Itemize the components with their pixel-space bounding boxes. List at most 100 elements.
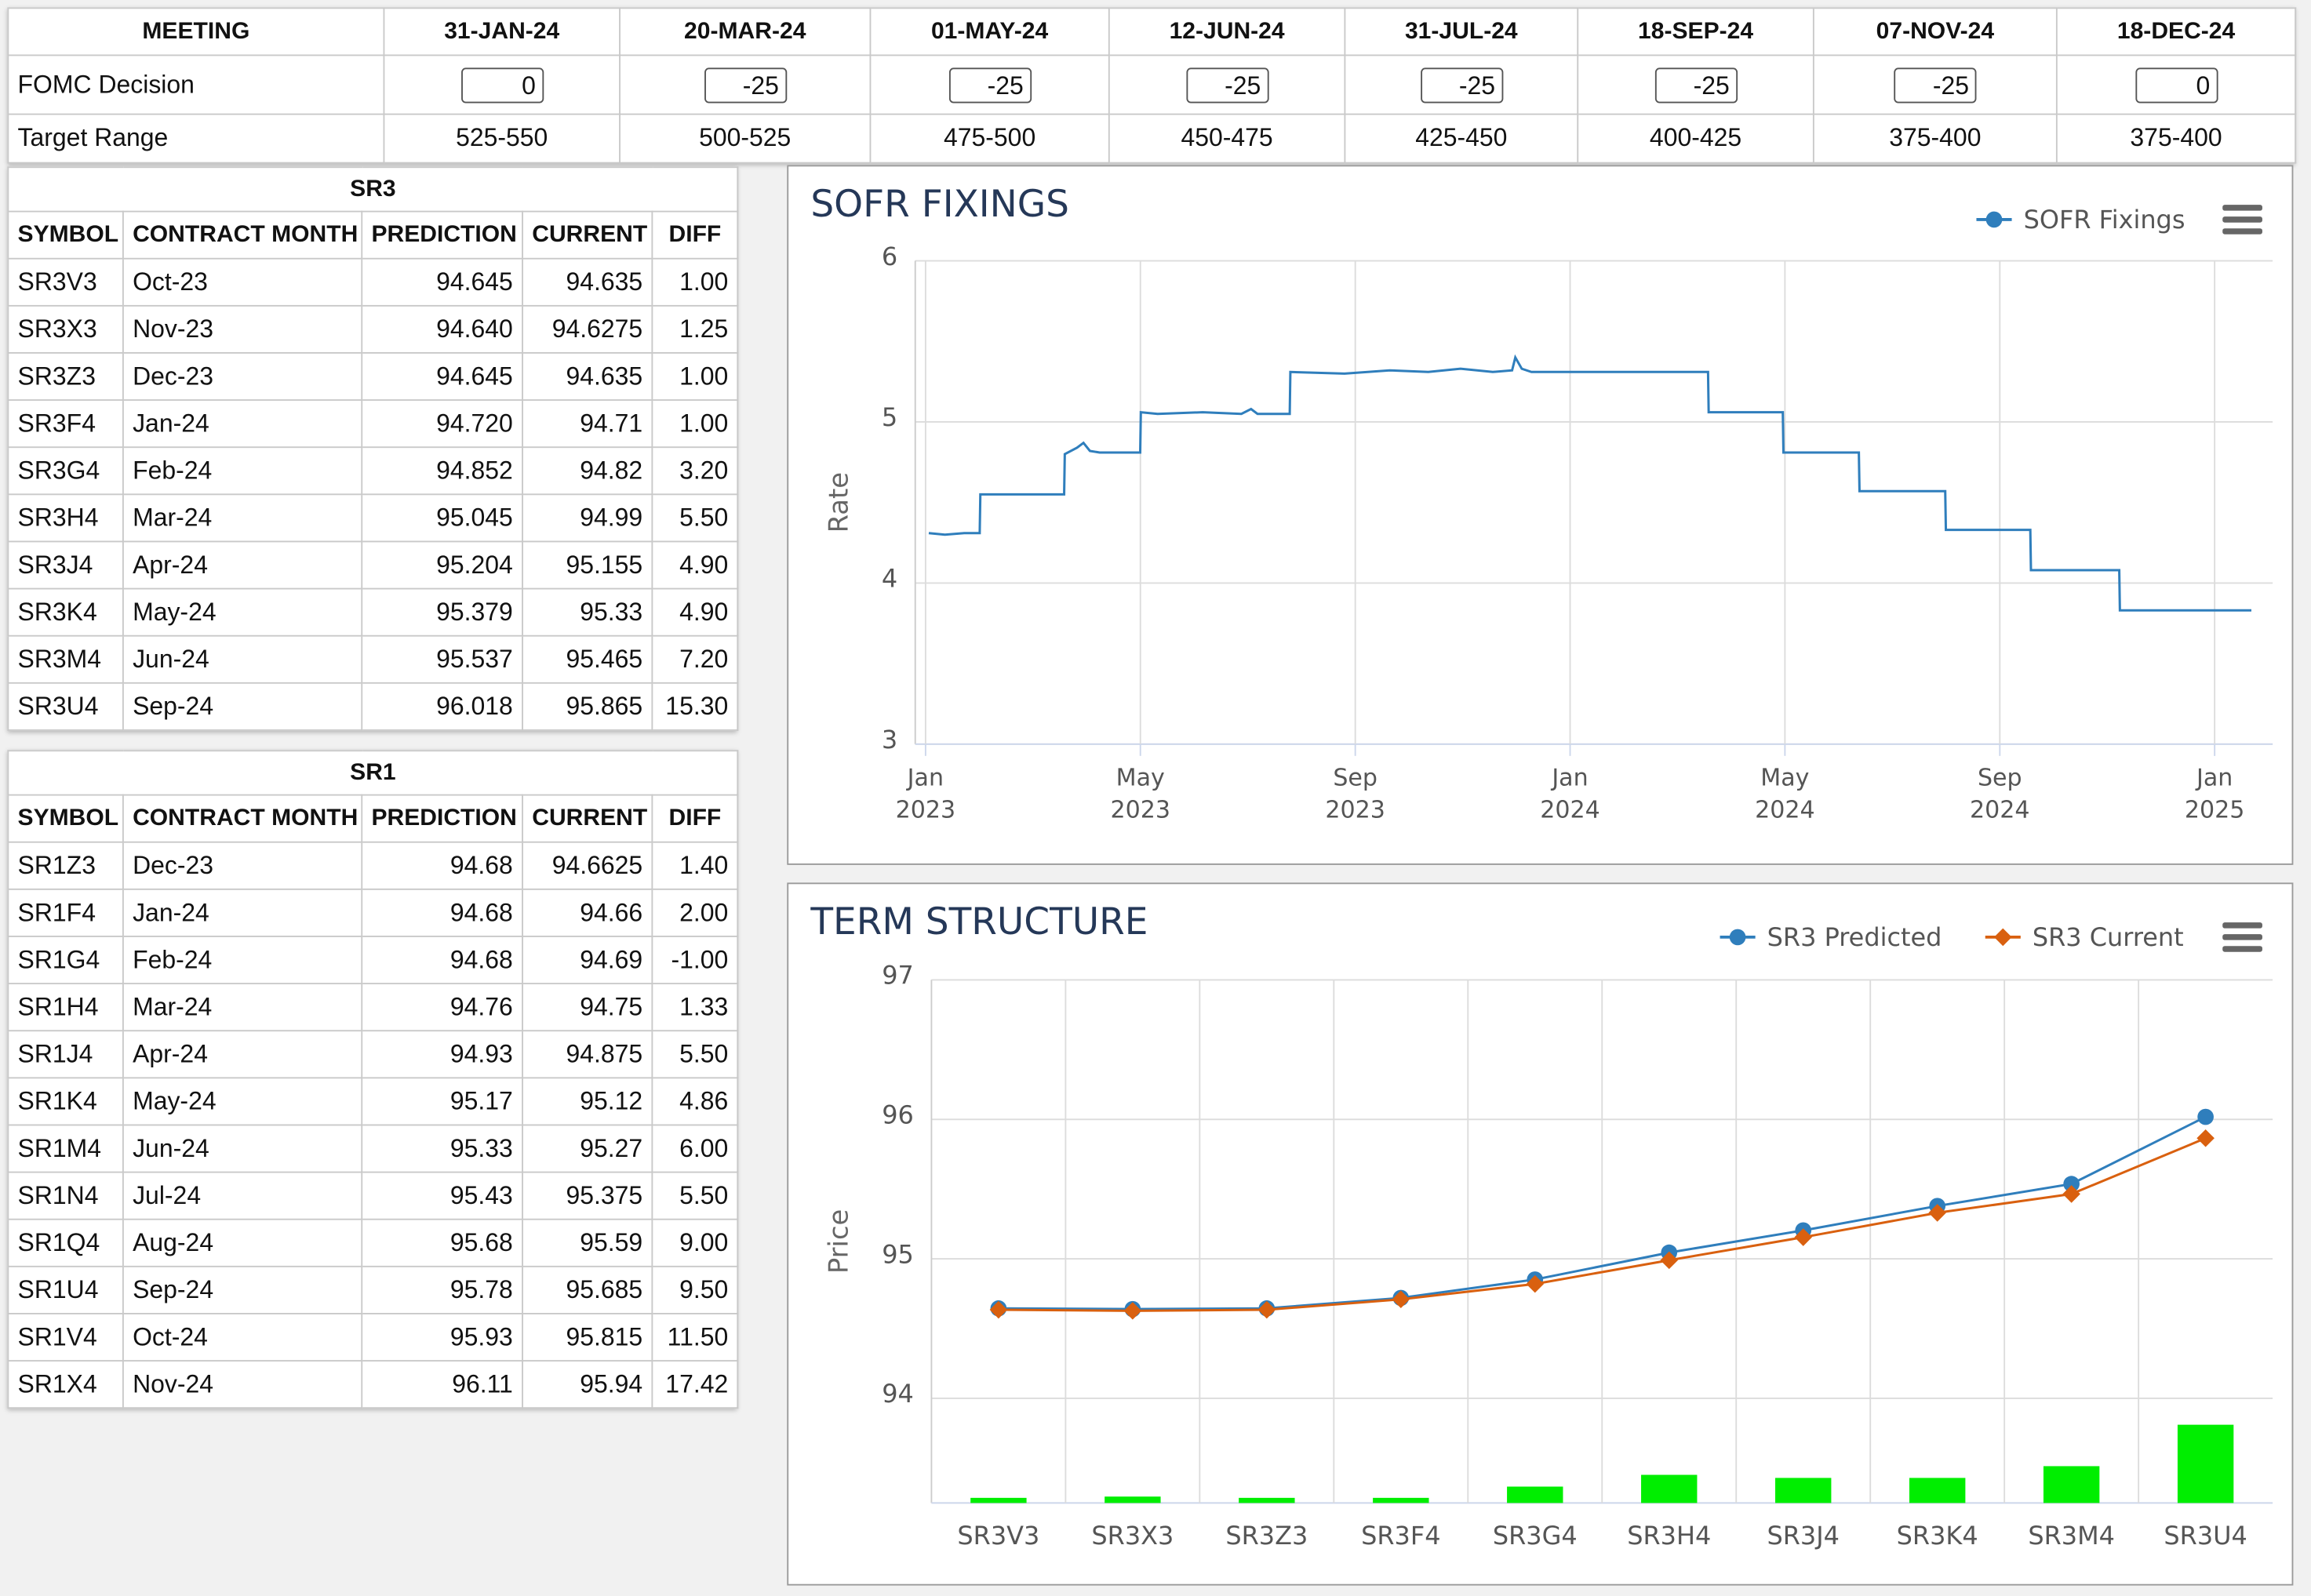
cell: SR3M4: [7, 634, 124, 684]
decision-input[interactable]: -25: [1185, 67, 1268, 103]
header-cell: 01-MAY-24: [869, 7, 1110, 56]
cell: 94.76: [361, 983, 523, 1032]
cell: SR3J4: [7, 540, 124, 590]
contract-row: SR3Z3 Dec-23 94.645 94.635 1.00: [7, 352, 739, 402]
cell: -25: [1812, 54, 2058, 115]
marker: [2196, 1129, 2215, 1147]
title-row: SR3: [7, 166, 739, 213]
x-tick-label: SR3M4: [2028, 1521, 2115, 1551]
cell: -25: [1577, 54, 1814, 115]
header-row: MEETING 31-JAN-24 20-MAR-24 01-MAY-24 12-JUN…: [7, 7, 2297, 56]
row-label: Target Range: [7, 113, 385, 164]
header-cell: 31-JUL-24: [1344, 7, 1579, 56]
cell: 95.33: [361, 1124, 523, 1173]
decision-input[interactable]: -25: [704, 67, 787, 103]
bar: [1641, 1474, 1698, 1503]
contract-row: SR1H4 Mar-24 94.76 94.75 1.33: [7, 983, 739, 1032]
cell: Feb-24: [122, 446, 363, 496]
cell: 95.33: [522, 587, 653, 637]
cell: 95.17: [361, 1077, 523, 1126]
cell: 94.66: [522, 888, 653, 937]
cell: 94.68: [361, 936, 523, 985]
cell: 95.465: [522, 634, 653, 684]
bar: [1507, 1486, 1563, 1503]
legend-label: SR3 Predicted: [1767, 922, 1942, 952]
y-tick-label: 3: [882, 725, 897, 754]
column-header: PREDICTION: [361, 210, 523, 260]
cell: 1.00: [651, 352, 739, 402]
cell: 94.875: [522, 1030, 653, 1079]
x-tick-label: SR3J4: [1767, 1521, 1839, 1551]
cell: 95.68: [361, 1218, 523, 1267]
cell: 94.635: [522, 257, 653, 307]
header-row: SYMBOL CONTRACT MONTH PREDICTION CURRENT DIF…: [7, 794, 739, 843]
marker: [1729, 929, 1746, 946]
cell: SR3F4: [7, 399, 124, 449]
bar: [1239, 1497, 1295, 1503]
cell: 94.852: [361, 446, 523, 496]
cell: SR3U4: [7, 682, 124, 731]
cell: Nov-23: [122, 304, 363, 354]
cell: Jan-24: [122, 888, 363, 937]
cell: 95.78: [361, 1265, 523, 1314]
cell: Mar-24: [122, 983, 363, 1032]
menu-icon: [2222, 934, 2262, 940]
cell: SR1K4: [7, 1077, 124, 1126]
cell: 375-400: [2055, 113, 2297, 164]
cell: SR1G4: [7, 936, 124, 985]
cell: 94.68: [361, 841, 523, 890]
contract-row: SR1K4 May-24 95.17 95.12 4.86: [7, 1077, 739, 1126]
y-tick-label: 6: [882, 242, 897, 271]
x-tick-label: May 2023: [1110, 763, 1170, 824]
cell: 95.379: [361, 587, 523, 637]
chart-title: SOFR FIXINGS: [810, 183, 1069, 226]
row-label: FOMC Decision: [7, 54, 385, 115]
chart-title: TERM STRUCTURE: [810, 900, 1148, 943]
cell: 94.69: [522, 936, 653, 985]
cell: 0: [383, 54, 621, 115]
x-tick-label: SR3G4: [1493, 1521, 1578, 1551]
cell: 4.86: [651, 1077, 739, 1126]
y-tick-label: 5: [882, 402, 897, 432]
decision-input[interactable]: -25: [1654, 67, 1738, 103]
cell: -25: [1108, 54, 1346, 115]
target-range: 500-525: [699, 123, 792, 152]
target-range: 475-500: [943, 123, 1036, 152]
cell: May-24: [122, 1077, 363, 1126]
header-cell: 18-SEP-24: [1577, 7, 1814, 56]
decision-input[interactable]: -25: [948, 67, 1032, 103]
header-cell: MEETING: [7, 7, 385, 56]
chart: SOFR FIXINGS Rate 3 4 5 6 SOFR Fixings: [810, 183, 2273, 756]
cell: Aug-24: [122, 1218, 363, 1267]
cell: SR3K4: [7, 587, 124, 637]
cell: Jul-24: [122, 1171, 363, 1220]
cell: 94.6275: [522, 304, 653, 354]
cell: Mar-24: [122, 493, 363, 543]
x-tick-label: Sep 2024: [1970, 763, 2030, 824]
cell: Dec-23: [122, 352, 363, 402]
cell: 2.00: [651, 888, 739, 937]
marker: [1928, 1204, 1946, 1222]
contract-row: SR3X3 Nov-23 94.640 94.6275 1.25: [7, 304, 739, 354]
column-header: SYMBOL: [7, 210, 124, 260]
menu-icon: [2222, 228, 2262, 234]
cell: SR3X3: [7, 304, 124, 354]
header-cell: 07-NOV-24: [1812, 7, 2058, 56]
cell: SR1N4: [7, 1171, 124, 1220]
y-tick-label: 97: [882, 961, 914, 991]
cell: 94.99: [522, 493, 653, 543]
decision-input[interactable]: -25: [1894, 67, 1977, 103]
cell: 96.11: [361, 1360, 523, 1409]
contract-row: SR3J4 Apr-24 95.204 95.155 4.90: [7, 540, 739, 590]
legend-label: SR3 Current: [2033, 922, 2184, 952]
cell: 450-475: [1108, 113, 1346, 164]
cell: 11.50: [651, 1313, 739, 1362]
contract-row: SR1G4 Feb-24 94.68 94.69 -1.00: [7, 936, 739, 985]
cell: 94.645: [361, 257, 523, 307]
decision-input[interactable]: 0: [460, 67, 544, 103]
cell: 94.6625: [522, 841, 653, 890]
decision-input[interactable]: -25: [1420, 67, 1503, 103]
cell: 9.00: [651, 1218, 739, 1267]
decision-input[interactable]: 0: [2134, 67, 2218, 103]
cell: 95.045: [361, 493, 523, 543]
